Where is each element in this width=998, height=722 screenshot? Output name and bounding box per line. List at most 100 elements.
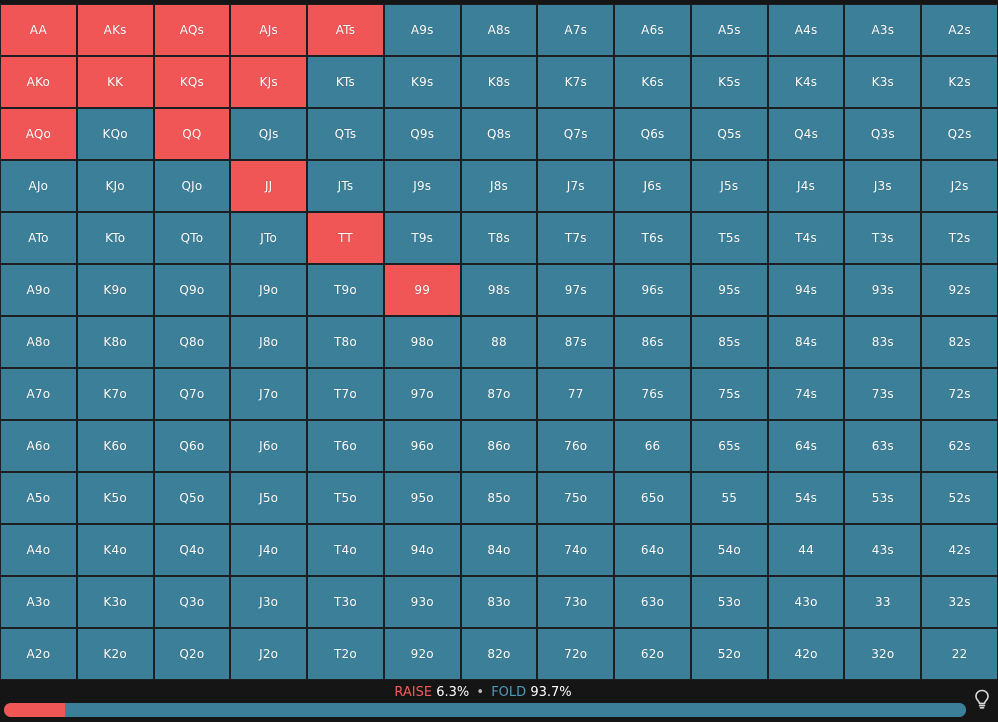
hand-cell-82s[interactable]: 82s	[921, 316, 998, 368]
hand-cell-85s[interactable]: 85s	[690, 316, 768, 368]
hand-cell-a8s[interactable]: A8s	[460, 4, 538, 56]
hand-cell-74o[interactable]: 74o	[537, 524, 615, 576]
hand-cell-66[interactable]: 66	[614, 420, 691, 472]
hand-cell-a2s[interactable]: A2s	[921, 4, 998, 56]
hand-cell-t9o[interactable]: T9o	[307, 264, 384, 316]
hand-cell-75s[interactable]: 75s	[690, 368, 768, 420]
hand-cell-j2o[interactable]: J2o	[230, 628, 308, 680]
hand-cell-a5s[interactable]: A5s	[690, 4, 768, 56]
hand-cell-43o[interactable]: 43o	[767, 576, 845, 628]
hand-cell-j6o[interactable]: J6o	[230, 420, 308, 472]
hand-cell-kjo[interactable]: KJo	[76, 160, 154, 212]
hand-cell-a6s[interactable]: A6s	[614, 4, 691, 56]
hand-cell-53o[interactable]: 53o	[690, 576, 768, 628]
hand-cell-32o[interactable]: 32o	[844, 628, 922, 680]
hand-cell-k9s[interactable]: K9s	[383, 56, 461, 108]
hand-cell-qto[interactable]: QTo	[153, 212, 231, 264]
hand-cell-63s[interactable]: 63s	[844, 420, 922, 472]
hand-cell-64o[interactable]: 64o	[614, 524, 691, 576]
hand-cell-t8s[interactable]: T8s	[460, 212, 538, 264]
hand-cell-k2o[interactable]: K2o	[76, 628, 154, 680]
hand-cell-76s[interactable]: 76s	[614, 368, 691, 420]
hand-cell-q7o[interactable]: Q7o	[153, 368, 231, 420]
hand-cell-q7s[interactable]: Q7s	[537, 108, 615, 160]
hand-cell-65o[interactable]: 65o	[614, 472, 691, 524]
hand-cell-t4o[interactable]: T4o	[307, 524, 384, 576]
hand-cell-95s[interactable]: 95s	[690, 264, 768, 316]
hand-cell-t6s[interactable]: T6s	[614, 212, 691, 264]
hand-cell-87o[interactable]: 87o	[460, 368, 538, 420]
hand-cell-j2s[interactable]: J2s	[921, 160, 998, 212]
hand-cell-k3s[interactable]: K3s	[844, 56, 922, 108]
hand-cell-84s[interactable]: 84s	[767, 316, 845, 368]
hand-cell-88[interactable]: 88	[460, 316, 538, 368]
hand-cell-77[interactable]: 77	[537, 368, 615, 420]
hand-cell-92s[interactable]: 92s	[921, 264, 998, 316]
hand-cell-a2o[interactable]: A2o	[0, 628, 77, 680]
hand-cell-42s[interactable]: 42s	[921, 524, 998, 576]
hand-cell-54s[interactable]: 54s	[767, 472, 845, 524]
hand-cell-87s[interactable]: 87s	[537, 316, 615, 368]
hand-cell-k5s[interactable]: K5s	[690, 56, 768, 108]
hand-cell-jts[interactable]: JTs	[307, 160, 384, 212]
hand-cell-42o[interactable]: 42o	[767, 628, 845, 680]
hand-cell-96s[interactable]: 96s	[614, 264, 691, 316]
hand-cell-t7o[interactable]: T7o	[307, 368, 384, 420]
hand-cell-j6s[interactable]: J6s	[614, 160, 691, 212]
hand-cell-kk[interactable]: KK	[76, 56, 154, 108]
hand-cell-82o[interactable]: 82o	[460, 628, 538, 680]
hand-cell-k8s[interactable]: K8s	[460, 56, 538, 108]
hand-cell-44[interactable]: 44	[767, 524, 845, 576]
hand-cell-72o[interactable]: 72o	[537, 628, 615, 680]
hand-cell-qts[interactable]: QTs	[307, 108, 384, 160]
hand-cell-64s[interactable]: 64s	[767, 420, 845, 472]
hand-cell-k5o[interactable]: K5o	[76, 472, 154, 524]
hand-cell-22[interactable]: 22	[921, 628, 998, 680]
hand-cell-kts[interactable]: KTs	[307, 56, 384, 108]
hand-cell-q8s[interactable]: Q8s	[460, 108, 538, 160]
hand-cell-k4o[interactable]: K4o	[76, 524, 154, 576]
hand-cell-j8s[interactable]: J8s	[460, 160, 538, 212]
hand-cell-83o[interactable]: 83o	[460, 576, 538, 628]
hand-cell-q6s[interactable]: Q6s	[614, 108, 691, 160]
hand-cell-aqo[interactable]: AQo	[0, 108, 77, 160]
hand-cell-q5s[interactable]: Q5s	[690, 108, 768, 160]
hand-cell-33[interactable]: 33	[844, 576, 922, 628]
hand-cell-kqs[interactable]: KQs	[153, 56, 231, 108]
hand-cell-94o[interactable]: 94o	[383, 524, 461, 576]
hand-cell-a6o[interactable]: A6o	[0, 420, 77, 472]
hand-cell-52o[interactable]: 52o	[690, 628, 768, 680]
hand-cell-k6s[interactable]: K6s	[614, 56, 691, 108]
hand-cell-94s[interactable]: 94s	[767, 264, 845, 316]
hand-cell-a7o[interactable]: A7o	[0, 368, 77, 420]
hand-cell-85o[interactable]: 85o	[460, 472, 538, 524]
hand-cell-43s[interactable]: 43s	[844, 524, 922, 576]
hand-cell-t5o[interactable]: T5o	[307, 472, 384, 524]
hand-cell-52s[interactable]: 52s	[921, 472, 998, 524]
hand-cell-76o[interactable]: 76o	[537, 420, 615, 472]
lightbulb-icon[interactable]	[972, 688, 992, 710]
hand-cell-63o[interactable]: 63o	[614, 576, 691, 628]
hand-cell-ajo[interactable]: AJo	[0, 160, 77, 212]
hand-cell-qjs[interactable]: QJs	[230, 108, 308, 160]
hand-cell-j4s[interactable]: J4s	[767, 160, 845, 212]
hand-cell-k3o[interactable]: K3o	[76, 576, 154, 628]
hand-cell-92o[interactable]: 92o	[383, 628, 461, 680]
hand-cell-a5o[interactable]: A5o	[0, 472, 77, 524]
hand-cell-q4s[interactable]: Q4s	[767, 108, 845, 160]
hand-cell-98s[interactable]: 98s	[460, 264, 538, 316]
hand-cell-kqo[interactable]: KQo	[76, 108, 154, 160]
hand-cell-j9o[interactable]: J9o	[230, 264, 308, 316]
hand-cell-k8o[interactable]: K8o	[76, 316, 154, 368]
hand-cell-j5s[interactable]: J5s	[690, 160, 768, 212]
hand-cell-qjo[interactable]: QJo	[153, 160, 231, 212]
hand-cell-aks[interactable]: AKs	[76, 4, 154, 56]
hand-cell-k6o[interactable]: K6o	[76, 420, 154, 472]
hand-cell-k4s[interactable]: K4s	[767, 56, 845, 108]
hand-cell-q3o[interactable]: Q3o	[153, 576, 231, 628]
hand-cell-k7o[interactable]: K7o	[76, 368, 154, 420]
hand-cell-q4o[interactable]: Q4o	[153, 524, 231, 576]
hand-cell-qq[interactable]: QQ	[153, 108, 231, 160]
hand-cell-kto[interactable]: KTo	[76, 212, 154, 264]
hand-cell-a7s[interactable]: A7s	[537, 4, 615, 56]
